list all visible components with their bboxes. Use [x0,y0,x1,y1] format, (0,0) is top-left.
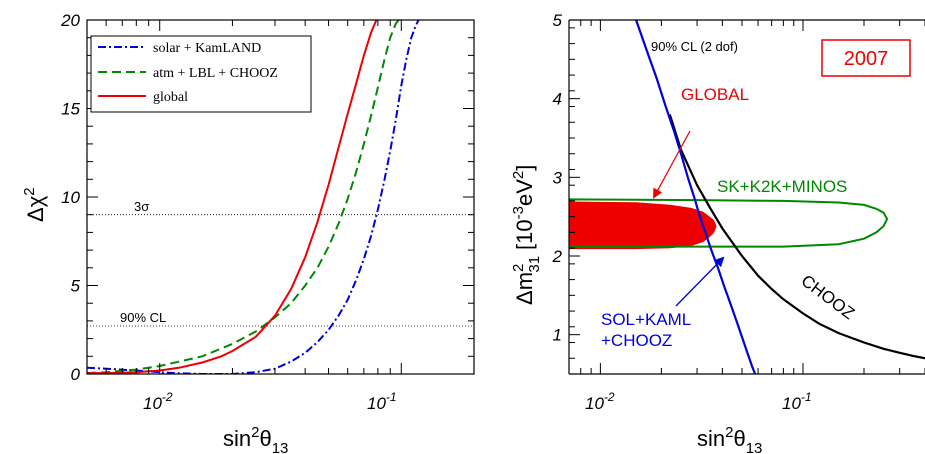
ref-label-3sigma: 3σ [134,199,149,214]
global-arrow [653,130,691,199]
right-y-tick-label: 4 [553,90,562,109]
right-y-tick-label: 2 [552,247,563,266]
ref-label-90cl: 90% CL [120,310,166,325]
legend-label-global: global [153,90,188,105]
legend-label-solar: solar + KamLAND [153,41,261,56]
sol-kaml-label-line2: +CHOOZ [601,331,672,350]
right-y-tick-label: 5 [553,11,563,30]
curve-0 [668,114,925,360]
right-panel: 1 2 3 4 5 90% CL (2 dof) 2007 GLOBAL SK+K2K+… [510,11,925,454]
region-0 [569,201,717,250]
left-panel: 0 5 10 15 20 3σ 90% CL solar + KamLAND atm +… [21,11,475,454]
left-legend: solar + KamLAND atm + LBL + CHOOZ global [90,35,312,113]
legend-box [90,35,312,113]
sk-k2k-minos-label: SK+K2K+MINOS [717,177,847,196]
cl-note: 90% CL (2 dof) [651,39,738,54]
year-badge-box [821,39,911,77]
left-y-tick-label: 5 [71,277,81,296]
right-x-tick-label-1e-2: 10-2 [585,390,615,413]
year-badge-text: 2007 [844,48,889,70]
curve-1 [635,20,757,374]
right-x-tick-label-1e-1: 10-1 [782,390,812,413]
sol-kaml-label-line1: SOL+KAML [601,310,691,329]
left-y-axis-title: Δχ2 [21,187,48,222]
left-y-tick-label: 15 [61,100,80,119]
sol-kaml-arrow [675,256,725,307]
legend-label-atm: atm + LBL + CHOOZ [153,66,278,81]
series-line-1 [87,20,400,374]
left-y-tick-label: 20 [60,11,80,30]
left-y-tick-label: 10 [61,188,80,207]
series-line-2 [87,20,378,374]
left-y-tick-label: 0 [71,365,81,384]
right-y-tick-label: 3 [553,168,563,187]
right-y-axis-title: Δm231[10-3eV2] [510,165,543,305]
right-x-axis-title: sin2θ13 [697,424,762,454]
right-y-tick-label: 1 [553,326,562,345]
region-1 [569,198,889,248]
left-x-tick-label-1e-2: 10-2 [143,390,173,413]
global-region-label: GLOBAL [681,85,749,104]
left-x-axis-title: sin2θ13 [223,424,288,454]
left-x-tick-label-1e-1: 10-1 [367,390,397,413]
